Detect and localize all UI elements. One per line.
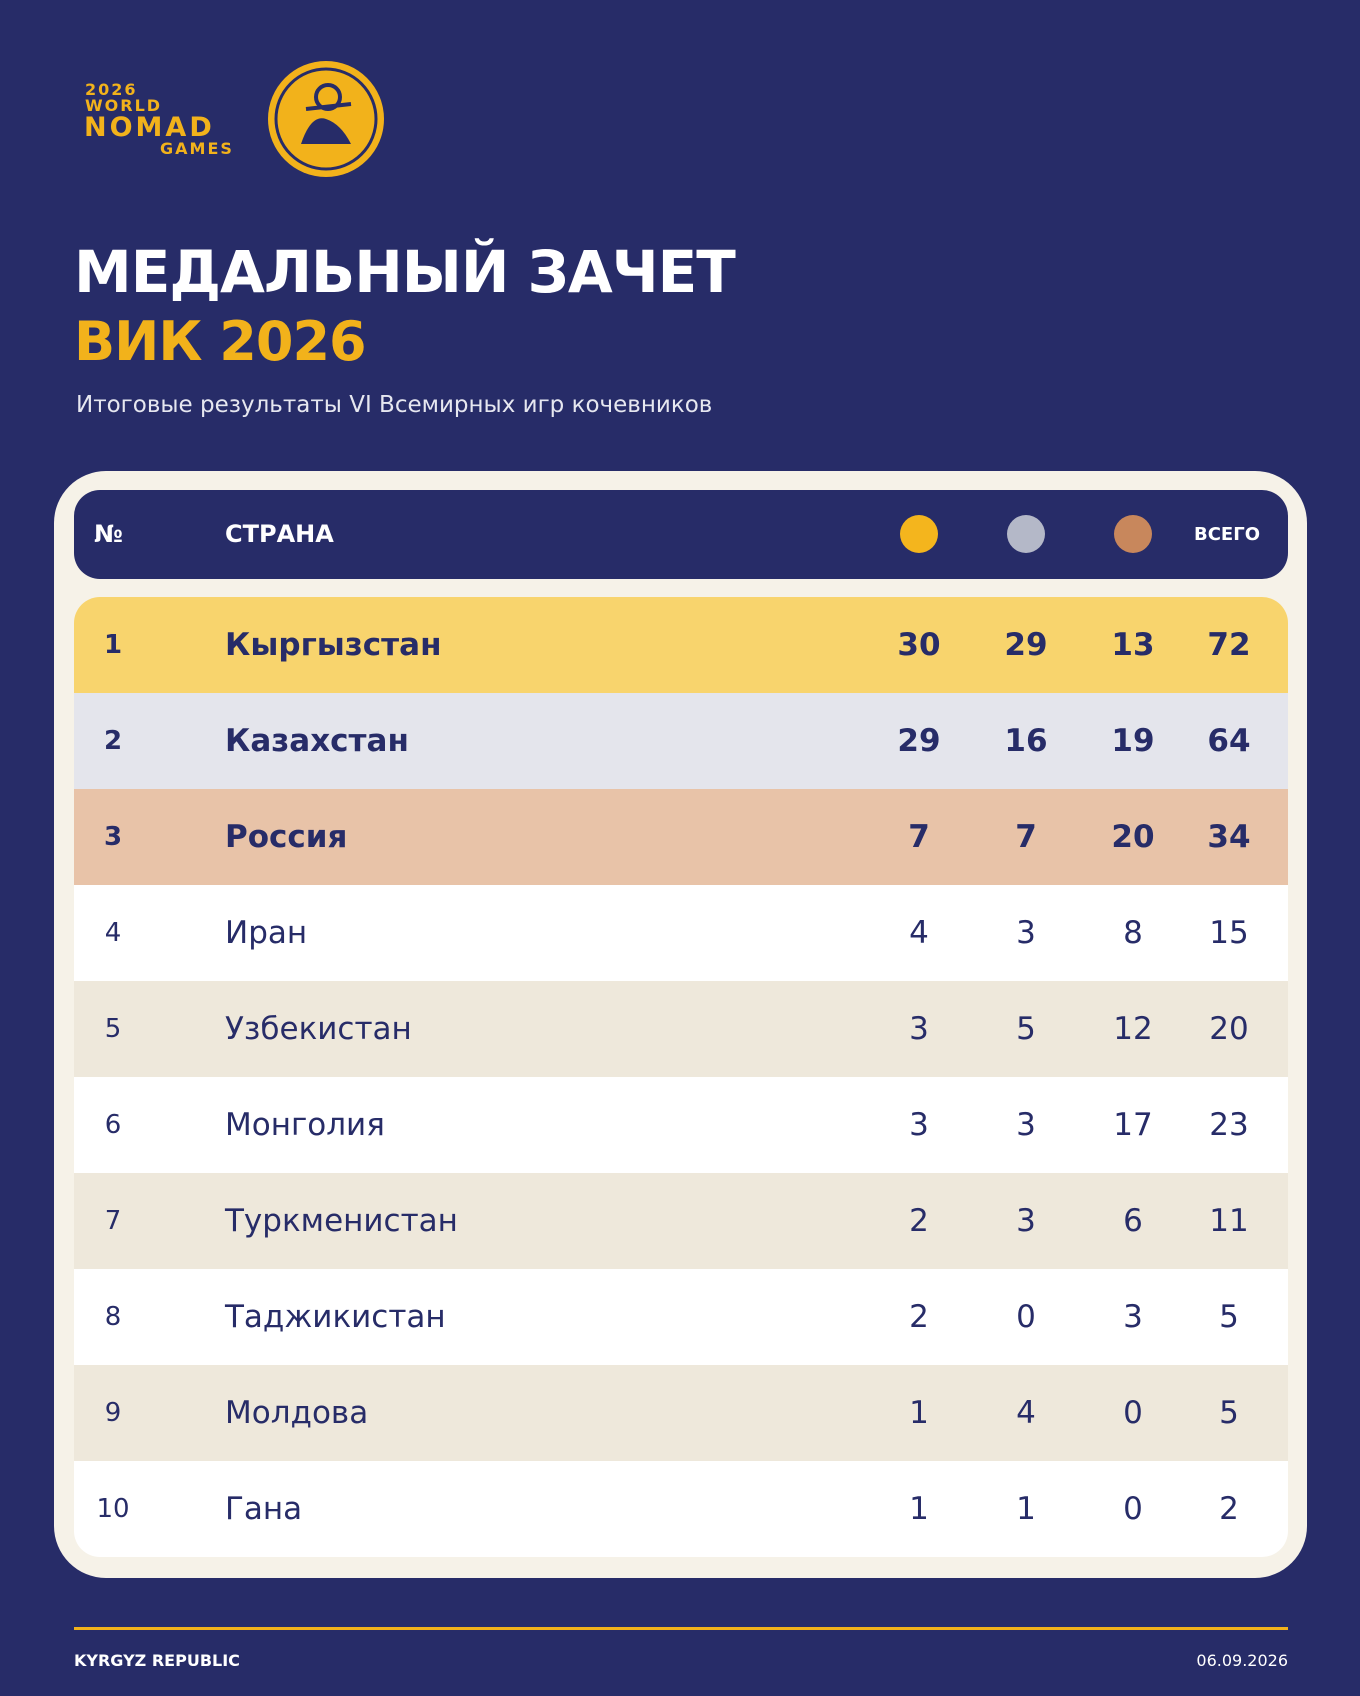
table-row: 5 Узбекистан 3 5 12 20 — [74, 981, 1288, 1077]
footer-left: KYRGYZ REPUBLIC — [74, 1651, 240, 1670]
logo-line: NOMAD — [84, 112, 215, 143]
gold: 30 — [897, 627, 941, 663]
gold: 1 — [909, 1395, 929, 1431]
total: 72 — [1207, 627, 1251, 663]
col-rank: № — [94, 520, 123, 548]
bronze: 8 — [1123, 915, 1143, 951]
bronze: 6 — [1123, 1203, 1143, 1239]
silver: 29 — [1004, 627, 1048, 663]
silver: 16 — [1004, 723, 1048, 759]
title: МЕДАЛЬНЫЙ ЗАЧЕТ — [74, 238, 736, 306]
gold: 4 — [909, 915, 929, 951]
country: Туркменистан — [225, 1203, 458, 1239]
table-row: 10 Гана 1 1 0 2 — [74, 1461, 1288, 1557]
total: 11 — [1209, 1203, 1249, 1239]
logo-emblem — [268, 61, 384, 177]
bronze: 13 — [1111, 627, 1155, 663]
country: Иран — [225, 915, 308, 951]
total: 23 — [1209, 1107, 1249, 1143]
silver-icon — [1007, 515, 1045, 553]
subtitle: ВИК 2026 — [74, 310, 367, 373]
table-row: 2 Казахстан 29 16 19 64 — [74, 693, 1288, 789]
col-total: ВСЕГО — [1194, 524, 1260, 545]
table-row: 6 Монголия 3 3 17 23 — [74, 1077, 1288, 1173]
bronze-icon — [1114, 515, 1152, 553]
logo-line: GAMES — [160, 139, 234, 158]
footer-right: 06.09.2026 — [1196, 1651, 1288, 1670]
bronze: 20 — [1111, 819, 1155, 855]
table-row: 1 Кыргызстан 30 29 13 72 — [74, 597, 1288, 693]
rank: 8 — [104, 1302, 122, 1332]
silver: 4 — [1016, 1395, 1036, 1431]
country: Таджикистан — [225, 1299, 446, 1335]
total: 34 — [1207, 819, 1251, 855]
total: 15 — [1209, 915, 1249, 951]
rank: 3 — [103, 822, 123, 852]
rank: 2 — [103, 726, 123, 756]
total: 5 — [1219, 1299, 1239, 1335]
gold: 3 — [909, 1107, 929, 1143]
rank: 5 — [104, 1014, 122, 1044]
bronze: 17 — [1113, 1107, 1153, 1143]
silver: 5 — [1016, 1011, 1036, 1047]
rank: 9 — [104, 1398, 122, 1428]
country: Монголия — [225, 1107, 385, 1143]
bronze: 0 — [1123, 1491, 1143, 1527]
bronze: 0 — [1123, 1395, 1143, 1431]
country: Кыргызстан — [225, 627, 442, 663]
table-row: 3 Россия 7 7 20 34 — [74, 789, 1288, 885]
gold: 29 — [897, 723, 941, 759]
description: Итоговые результаты VI Всемирных игр коч… — [76, 392, 713, 418]
gold-icon — [900, 515, 938, 553]
silver: 3 — [1016, 915, 1036, 951]
total: 2 — [1219, 1491, 1239, 1527]
total: 64 — [1207, 723, 1251, 759]
bronze: 19 — [1111, 723, 1155, 759]
table-row: 9 Молдова 1 4 0 5 — [74, 1365, 1288, 1461]
total: 5 — [1219, 1395, 1239, 1431]
country: Россия — [225, 819, 348, 855]
silver: 3 — [1016, 1203, 1036, 1239]
country: Узбекистан — [225, 1011, 412, 1047]
gold: 2 — [909, 1299, 929, 1335]
rank: 4 — [104, 918, 122, 948]
gold: 7 — [908, 819, 930, 855]
country: Казахстан — [225, 723, 409, 759]
bronze: 12 — [1113, 1011, 1153, 1047]
logo-year: 2026 — [85, 80, 138, 99]
table-header: № СТРАНА ВСЕГО — [74, 490, 1288, 579]
col-country: СТРАНА — [225, 520, 334, 548]
rank: 1 — [103, 630, 123, 660]
rank: 10 — [96, 1494, 130, 1524]
country: Молдова — [225, 1395, 369, 1431]
gold: 3 — [909, 1011, 929, 1047]
country: Гана — [225, 1491, 303, 1527]
bronze: 3 — [1123, 1299, 1143, 1335]
rank: 6 — [104, 1110, 122, 1140]
gold: 2 — [909, 1203, 929, 1239]
silver: 7 — [1015, 819, 1037, 855]
silver: 1 — [1016, 1491, 1036, 1527]
silver: 3 — [1016, 1107, 1036, 1143]
footer-rule — [74, 1627, 1288, 1630]
rank: 7 — [104, 1206, 122, 1236]
table-row: 4 Иран 4 3 8 15 — [74, 885, 1288, 981]
gold: 1 — [909, 1491, 929, 1527]
table-row: 8 Таджикистан 2 0 3 5 — [74, 1269, 1288, 1365]
total: 20 — [1209, 1011, 1249, 1047]
silver: 0 — [1016, 1299, 1036, 1335]
table-row: 7 Туркменистан 2 3 6 11 — [74, 1173, 1288, 1269]
logo-line: WORLD — [85, 96, 163, 115]
